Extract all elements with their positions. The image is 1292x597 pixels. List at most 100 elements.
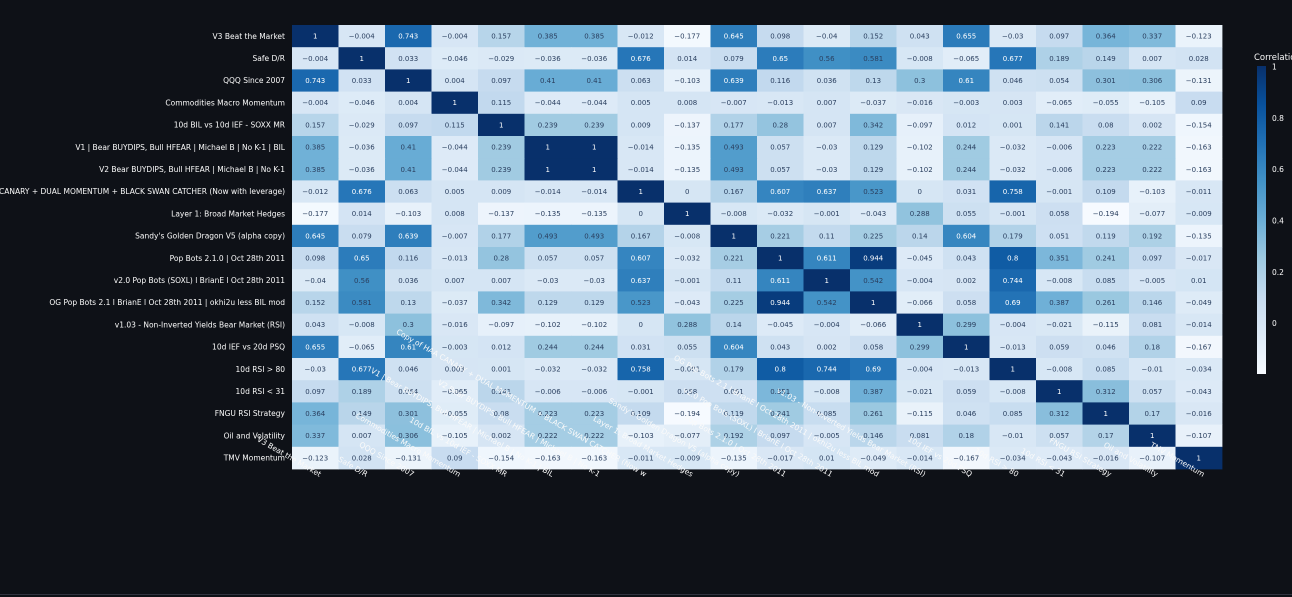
heatmap-cell (989, 291, 1037, 314)
heatmap-cell (1036, 25, 1083, 48)
cell-value-label: 0.18 (958, 432, 974, 440)
heatmap-cell (1036, 402, 1083, 425)
heatmap-cell (1036, 113, 1083, 137)
heatmap-cell (850, 158, 897, 181)
cell-value-label: 0.241 (770, 410, 790, 418)
heatmap-cell (896, 313, 944, 337)
cell-value-label: 0.001 (491, 366, 511, 374)
heatmap-cell (385, 335, 432, 359)
cell-value-label: 0.611 (770, 277, 790, 285)
y-tick-label: FNGU RSI Strategy (215, 409, 286, 418)
heatmap-cell (524, 224, 572, 248)
cell-value-label: 0.351 (1049, 255, 1069, 263)
cell-value-label: 0.063 (631, 77, 651, 85)
cell-value-label: −0.006 (1046, 166, 1072, 174)
heatmap-cell (989, 335, 1037, 359)
y-tick-label: OG Pop Bots 2.1 l BrianE l Oct 28th 2011… (49, 298, 285, 307)
cell-value-label: 1 (313, 33, 317, 41)
heatmap-cell (292, 113, 339, 137)
cell-value-label: 0.177 (491, 232, 511, 240)
cell-value-label: 0.239 (584, 121, 604, 129)
y-tick-label: Sandy's Golden Dragon V5 (alpha copy) (135, 232, 285, 241)
cell-value-label: 0.014 (352, 210, 373, 218)
cell-value-label: −0.032 (535, 366, 561, 374)
cell-value-label: 0.007 (445, 277, 465, 285)
heatmap-cell (1129, 446, 1176, 470)
cell-value-label: 0 (639, 210, 643, 218)
heatmap-cell (896, 180, 944, 203)
heatmap-cell (617, 91, 665, 115)
heatmap-cell (571, 358, 618, 381)
cell-value-label: −0.037 (860, 99, 886, 107)
cell-value-label: 0.61 (400, 343, 416, 351)
heatmap-cell (664, 358, 711, 381)
cell-value-label: 0.003 (1003, 99, 1023, 107)
cell-value-label: 1 (871, 299, 875, 307)
cell-value-label: 0.192 (1142, 232, 1162, 240)
heatmap-cell (1129, 113, 1176, 137)
cell-value-label: 0.944 (770, 299, 791, 307)
heatmap-cell (664, 224, 711, 248)
heatmap-cell (896, 47, 944, 70)
cell-value-label: 0.002 (817, 343, 837, 351)
heatmap-cell (803, 202, 851, 226)
heatmap-cell (850, 291, 897, 314)
cell-value-label: 0.081 (910, 432, 930, 440)
heatmap-cell (431, 136, 479, 159)
cell-value-label: 0.222 (1142, 166, 1162, 174)
heatmap-cell (571, 446, 618, 470)
cell-value-label: −0.044 (442, 144, 468, 152)
heatmap-cell (385, 69, 432, 92)
heatmap-cell (617, 313, 665, 337)
heatmap-cell (757, 224, 804, 248)
cell-value-label: 0.677 (1003, 55, 1023, 63)
heatmap-cell (1082, 180, 1130, 203)
cell-value-label: −0.077 (1139, 210, 1165, 218)
cell-value-label: 0.244 (956, 144, 977, 152)
heatmap-cell (710, 402, 758, 425)
cell-value-label: −0.013 (442, 255, 468, 263)
heatmap-cell (478, 402, 525, 425)
cell-value-label: −0.066 (860, 321, 886, 329)
cell-value-label: 0.057 (538, 255, 558, 263)
heatmap-cell (943, 291, 990, 314)
heatmap-cell (710, 158, 758, 181)
cell-value-label: −0.014 (535, 188, 561, 196)
heatmap-cell (1129, 180, 1176, 203)
cell-value-label: 0.306 (1142, 77, 1163, 85)
heatmap-cell (431, 247, 479, 270)
heatmap-cell (896, 335, 944, 359)
heatmap-cell (803, 180, 851, 203)
heatmap-cell (1036, 69, 1083, 92)
heatmap-cell (989, 402, 1037, 425)
heatmap-cell (571, 91, 618, 115)
cell-value-label: 0.057 (1142, 388, 1162, 396)
cell-value-label: 0.157 (305, 121, 325, 129)
cell-value-label: −0.154 (1186, 121, 1212, 129)
heatmap-cell (850, 358, 897, 381)
cell-value-label: −0.194 (1093, 210, 1119, 218)
heatmap-cell (803, 313, 851, 337)
heatmap-cell (1175, 158, 1223, 181)
cell-value-label: −0.177 (674, 33, 700, 41)
heatmap-cell (803, 380, 851, 403)
heatmap-cell (292, 136, 339, 159)
cell-value-label: 0.046 (1003, 77, 1024, 85)
y-tick-label: v2.0 Pop Bots (SOXL) l BrianE l Oct 28th… (114, 276, 285, 285)
cell-value-label: −0.012 (302, 188, 328, 196)
cell-value-label: 0.167 (724, 188, 744, 196)
heatmap-cell (617, 402, 665, 425)
cell-value-label: 0.11 (726, 277, 742, 285)
cell-value-label: −0.103 (674, 77, 700, 85)
cell-value-label: 0.051 (1049, 232, 1069, 240)
cell-value-label: 0.033 (398, 55, 418, 63)
heatmap-cell (896, 358, 944, 381)
heatmap-cell (338, 291, 386, 314)
heatmap-cell (850, 202, 897, 226)
cell-value-label: 0.043 (770, 343, 790, 351)
cell-value-label: −0.065 (953, 55, 979, 63)
cell-value-label: 0.051 (724, 388, 744, 396)
heatmap-cell (617, 380, 665, 403)
heatmap-cell (617, 358, 665, 381)
